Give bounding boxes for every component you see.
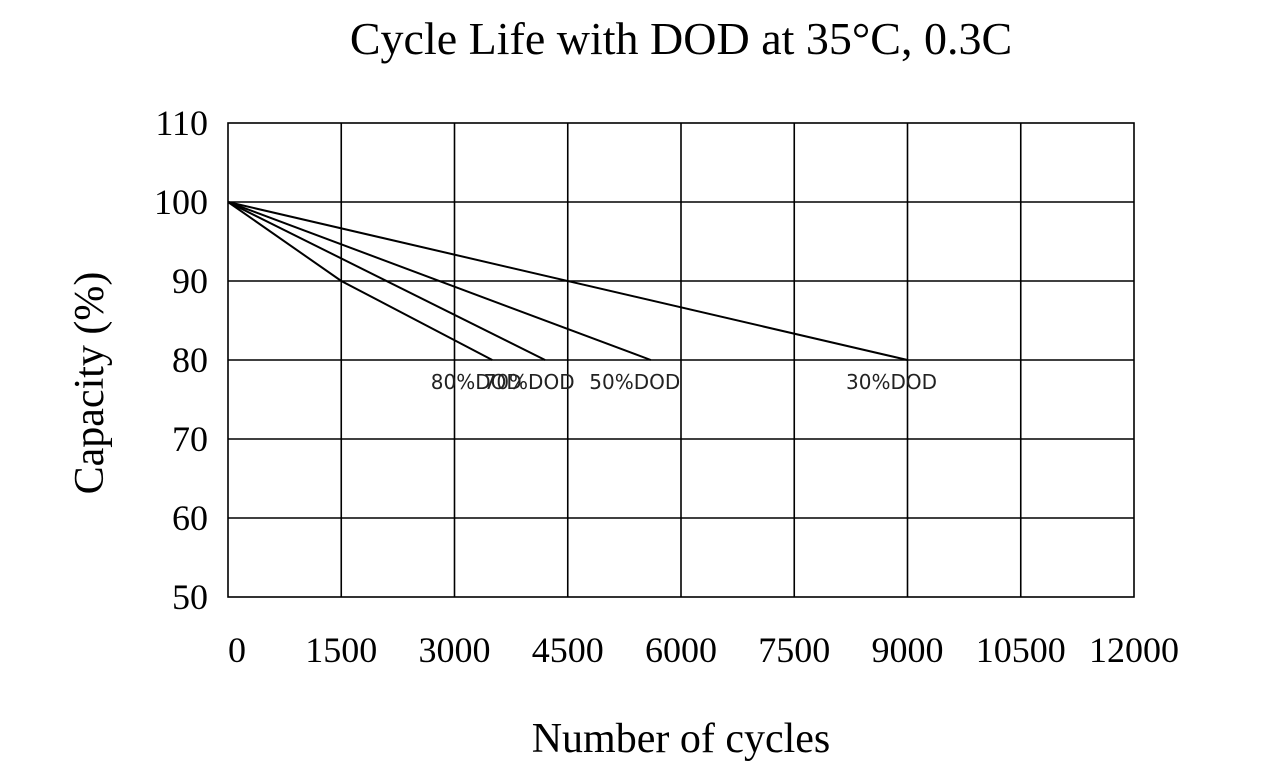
y-tick-label: 60 — [172, 498, 208, 538]
x-axis-label: Number of cycles — [532, 716, 831, 762]
y-tick-label: 110 — [155, 103, 208, 143]
grid-lines — [228, 123, 1134, 597]
x-tick-label: 3000 — [419, 630, 491, 670]
x-tick-label: 7500 — [758, 630, 830, 670]
x-tick-label: 10500 — [976, 630, 1066, 670]
y-tick-label: 80 — [172, 340, 208, 380]
y-tick-label: 100 — [154, 182, 208, 222]
y-tick-label: 50 — [172, 577, 208, 617]
series-line-70pctdod — [227, 201, 546, 361]
x-tick-label: 4500 — [532, 630, 604, 670]
plot-frame — [227, 122, 1135, 598]
chart-title: Cycle Life with DOD at 35°C, 0.3C — [350, 13, 1012, 64]
y-axis-label: Capacity (%) — [67, 272, 113, 495]
x-tick-label: 12000 — [1089, 630, 1179, 670]
x-tick-label: 6000 — [645, 630, 717, 670]
series-line-80pctdod — [227, 201, 493, 361]
series-line-50pctdod — [227, 201, 652, 361]
series-label-30pctdod: 30%DOD — [846, 370, 937, 394]
y-tick-labels: 50 60 70 80 90 100 110 — [154, 103, 208, 617]
x-tick-labels: 0 1500 3000 4500 6000 7500 9000 10500 12000 — [228, 630, 1179, 670]
series-lines — [227, 201, 908, 361]
x-tick-label: 1500 — [305, 630, 377, 670]
series-label-80pctdod: 80%DOD — [431, 370, 522, 394]
series-line-30pctdod — [227, 201, 908, 361]
y-tick-label: 70 — [172, 419, 208, 459]
series-label-50pctdod: 50%DOD — [589, 370, 680, 394]
x-tick-label: 9000 — [872, 630, 944, 670]
series-label-70pctdod: 70%DOD — [484, 370, 575, 394]
y-tick-label: 90 — [172, 261, 208, 301]
x-tick-label: 0 — [228, 630, 246, 670]
